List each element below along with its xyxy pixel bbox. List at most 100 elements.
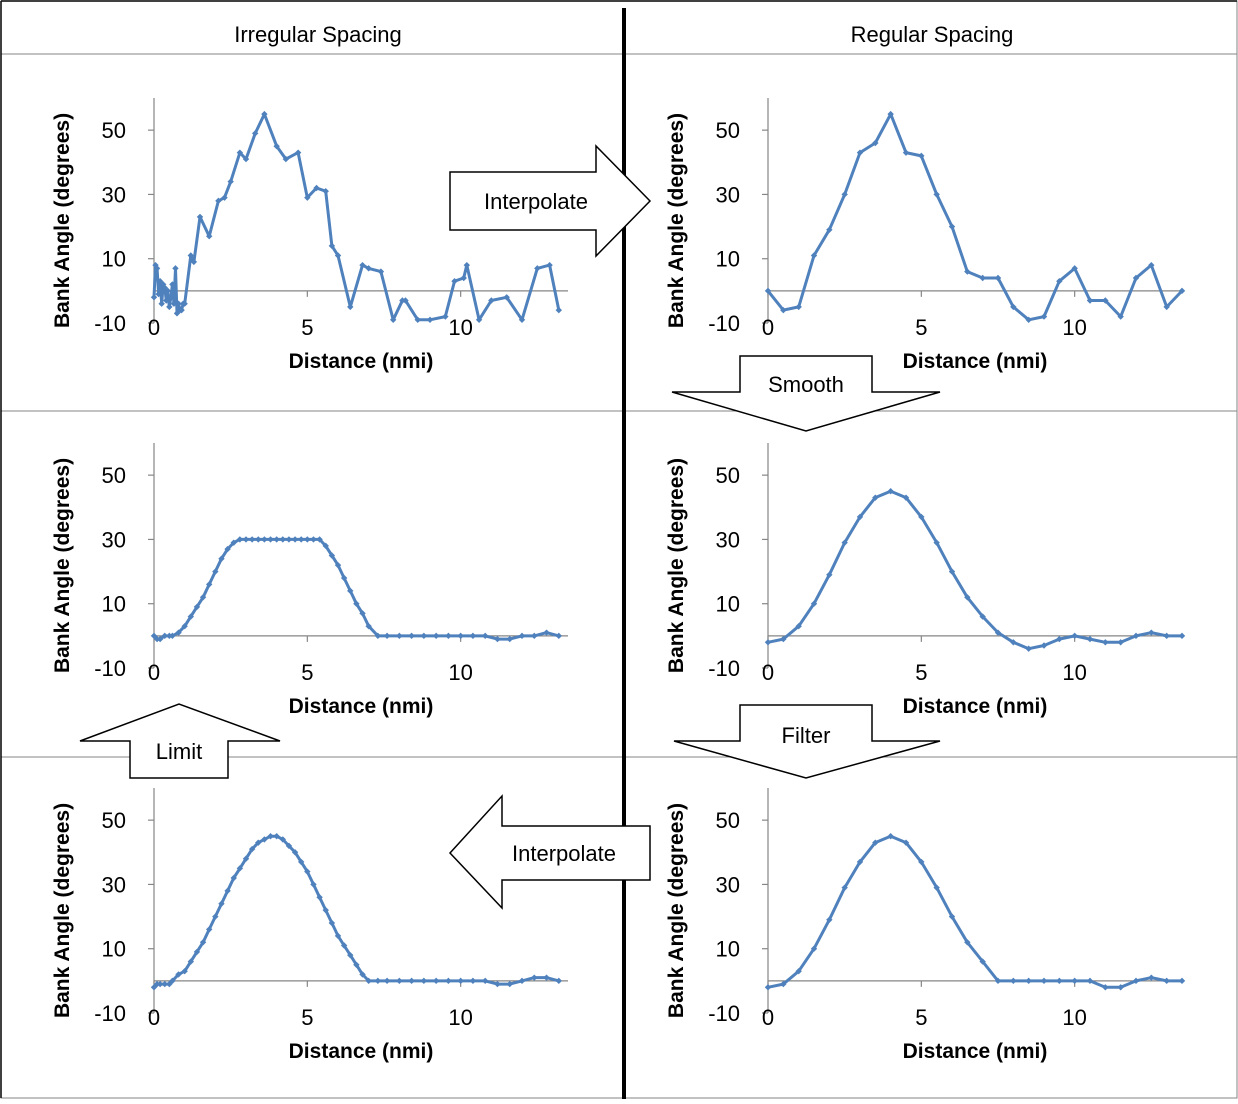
data-point [365,623,372,630]
data-point [555,977,562,985]
data-point [248,845,256,853]
data-point [780,306,787,314]
data-point [304,868,311,875]
data-point [872,139,879,147]
data-point [218,555,225,562]
data-point [153,265,161,272]
x-tick-label: 10 [448,660,472,685]
data-point [887,833,894,840]
chart-regular-interpolated: -10 10 30 50 0 5 10 Distance (nmi) Bank Angle (d… [665,98,1186,373]
data-point [242,155,250,163]
data-point [187,252,194,259]
data-point [167,294,175,301]
data-point [534,265,541,272]
data-point [1102,984,1109,991]
data-point [1010,303,1017,311]
data-point [506,980,513,988]
data-point [390,316,397,323]
data-point [503,294,510,301]
data-point [764,984,772,991]
x-tick-label: 10 [1062,1005,1086,1030]
data-point [365,265,372,272]
data-point [187,613,194,620]
data-point [206,926,213,933]
header-regular: Regular Spacing [851,22,1014,47]
data-point [169,977,176,985]
data-point [979,958,986,965]
data-point [334,561,342,569]
data-point [161,632,168,640]
x-tick-label: 10 [1062,315,1086,340]
y-tick-label: 10 [716,937,740,962]
x-axis-title: Distance (nmi) [289,695,434,718]
data-point [826,916,833,923]
data-point [298,536,305,543]
data-point [169,281,176,288]
data-point [221,194,228,201]
data-point [408,977,415,985]
data-point [964,939,971,946]
series-line [767,834,1182,989]
data-point [420,977,428,985]
data-point [298,858,305,866]
data-point [199,939,207,946]
data-point [212,913,219,920]
x-tick-label: 0 [148,315,160,340]
data-point [347,303,354,311]
data-point [518,632,526,640]
x-tick-label: 0 [148,660,160,685]
data-point [294,149,302,156]
y-tick-label: 50 [716,463,740,488]
interpolate-right-arrow-shape [449,144,652,258]
data-point [764,287,772,295]
data-point [1148,974,1155,981]
data-point [1025,977,1032,985]
data-point [918,858,925,866]
data-point [196,213,204,221]
series-line [767,489,1182,651]
data-point [267,536,274,543]
data-point [156,980,164,988]
data-point [872,494,879,501]
limit-arrow: Limit [79,703,281,779]
data-point [856,858,864,866]
data-point [347,587,354,595]
y-tick-label: -10 [708,311,740,336]
data-point [255,839,262,846]
data-point [872,839,879,846]
data-point [377,268,385,275]
data-point [1010,977,1017,985]
data-point [396,977,403,985]
data-point [163,297,170,304]
data-point [328,552,336,559]
data-point [304,536,311,543]
data-point [531,632,538,640]
header-irregular: Irregular Spacing [234,22,402,47]
interpolate-right-arrow-label: Interpolate [484,189,588,214]
data-point [1178,977,1186,985]
x-tick-label: 0 [148,1005,160,1030]
data-point [780,980,787,988]
data-point [408,632,415,640]
data-point [150,984,158,991]
data-point [432,632,440,640]
data-point [1086,635,1094,643]
data-point [1010,639,1017,646]
data-point [224,887,231,895]
chart-irregular-interpolated: -10 10 30 50 0 5 10 Distance (nmi) Bank Angle (d… [51,788,568,1063]
data-point [1117,984,1124,991]
data-point [181,300,188,307]
data-point [1040,977,1048,985]
data-point [420,632,428,640]
x-tick-label: 10 [1062,660,1086,685]
series-line [152,537,560,641]
data-point [1148,629,1155,636]
chart-irregular-limited: -10 10 30 50 0 5 10 Distance (nmi) Bank Angle (d… [51,443,568,718]
data-point [463,261,470,269]
data-point [236,865,244,872]
data-point [261,536,268,543]
